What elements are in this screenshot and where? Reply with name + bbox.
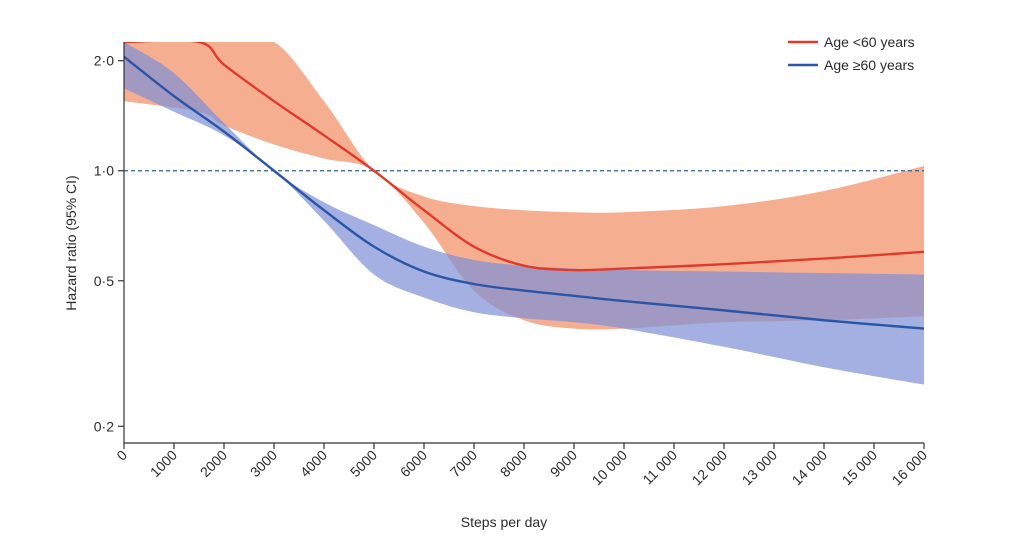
y-tick-label: 1·0: [94, 163, 114, 179]
x-axis-label: Steps per day: [461, 514, 547, 530]
x-tick-label: 15 000: [839, 447, 881, 489]
series-lines: [124, 42, 924, 330]
x-tick-label: 7000: [447, 447, 480, 480]
y-tick-label: 0·5: [94, 273, 114, 289]
y-tick-label: 0·2: [94, 418, 114, 434]
ci-band-under-60: [124, 42, 924, 330]
legend-label: Age <60 years: [824, 34, 915, 50]
x-tick-label: 11 000: [639, 447, 680, 488]
y-tick-label: 2·0: [94, 53, 114, 69]
x-tick-label: 16 000: [889, 447, 931, 489]
x-tick-label: 14 000: [789, 447, 831, 489]
x-tick-label: 3000: [247, 447, 280, 480]
x-tick-label: 10 000: [589, 447, 631, 489]
legend: Age <60 years Age ≥60 years: [788, 34, 915, 73]
x-tick-label: 5000: [347, 447, 380, 480]
x-tick-label: 9000: [547, 447, 580, 480]
x-tick-label: 6000: [397, 447, 430, 480]
series-line-under-60: [124, 42, 924, 272]
x-tick-label: 4000: [297, 447, 330, 480]
y-axis-label: Hazard ratio (95% CI): [63, 175, 79, 310]
ci-band-60-plus: [124, 42, 924, 385]
x-tick-label: 13 000: [739, 447, 781, 489]
confidence-bands: [124, 42, 924, 385]
x-tick-label: 1000: [147, 447, 180, 480]
x-tick-label: 0: [113, 447, 130, 464]
x-tick-label: 2000: [197, 447, 230, 480]
x-tick-label: 12 000: [689, 447, 731, 489]
x-tick-label: 8000: [497, 447, 530, 480]
series-line-60-plus: [124, 55, 924, 330]
legend-label: Age ≥60 years: [824, 57, 914, 73]
